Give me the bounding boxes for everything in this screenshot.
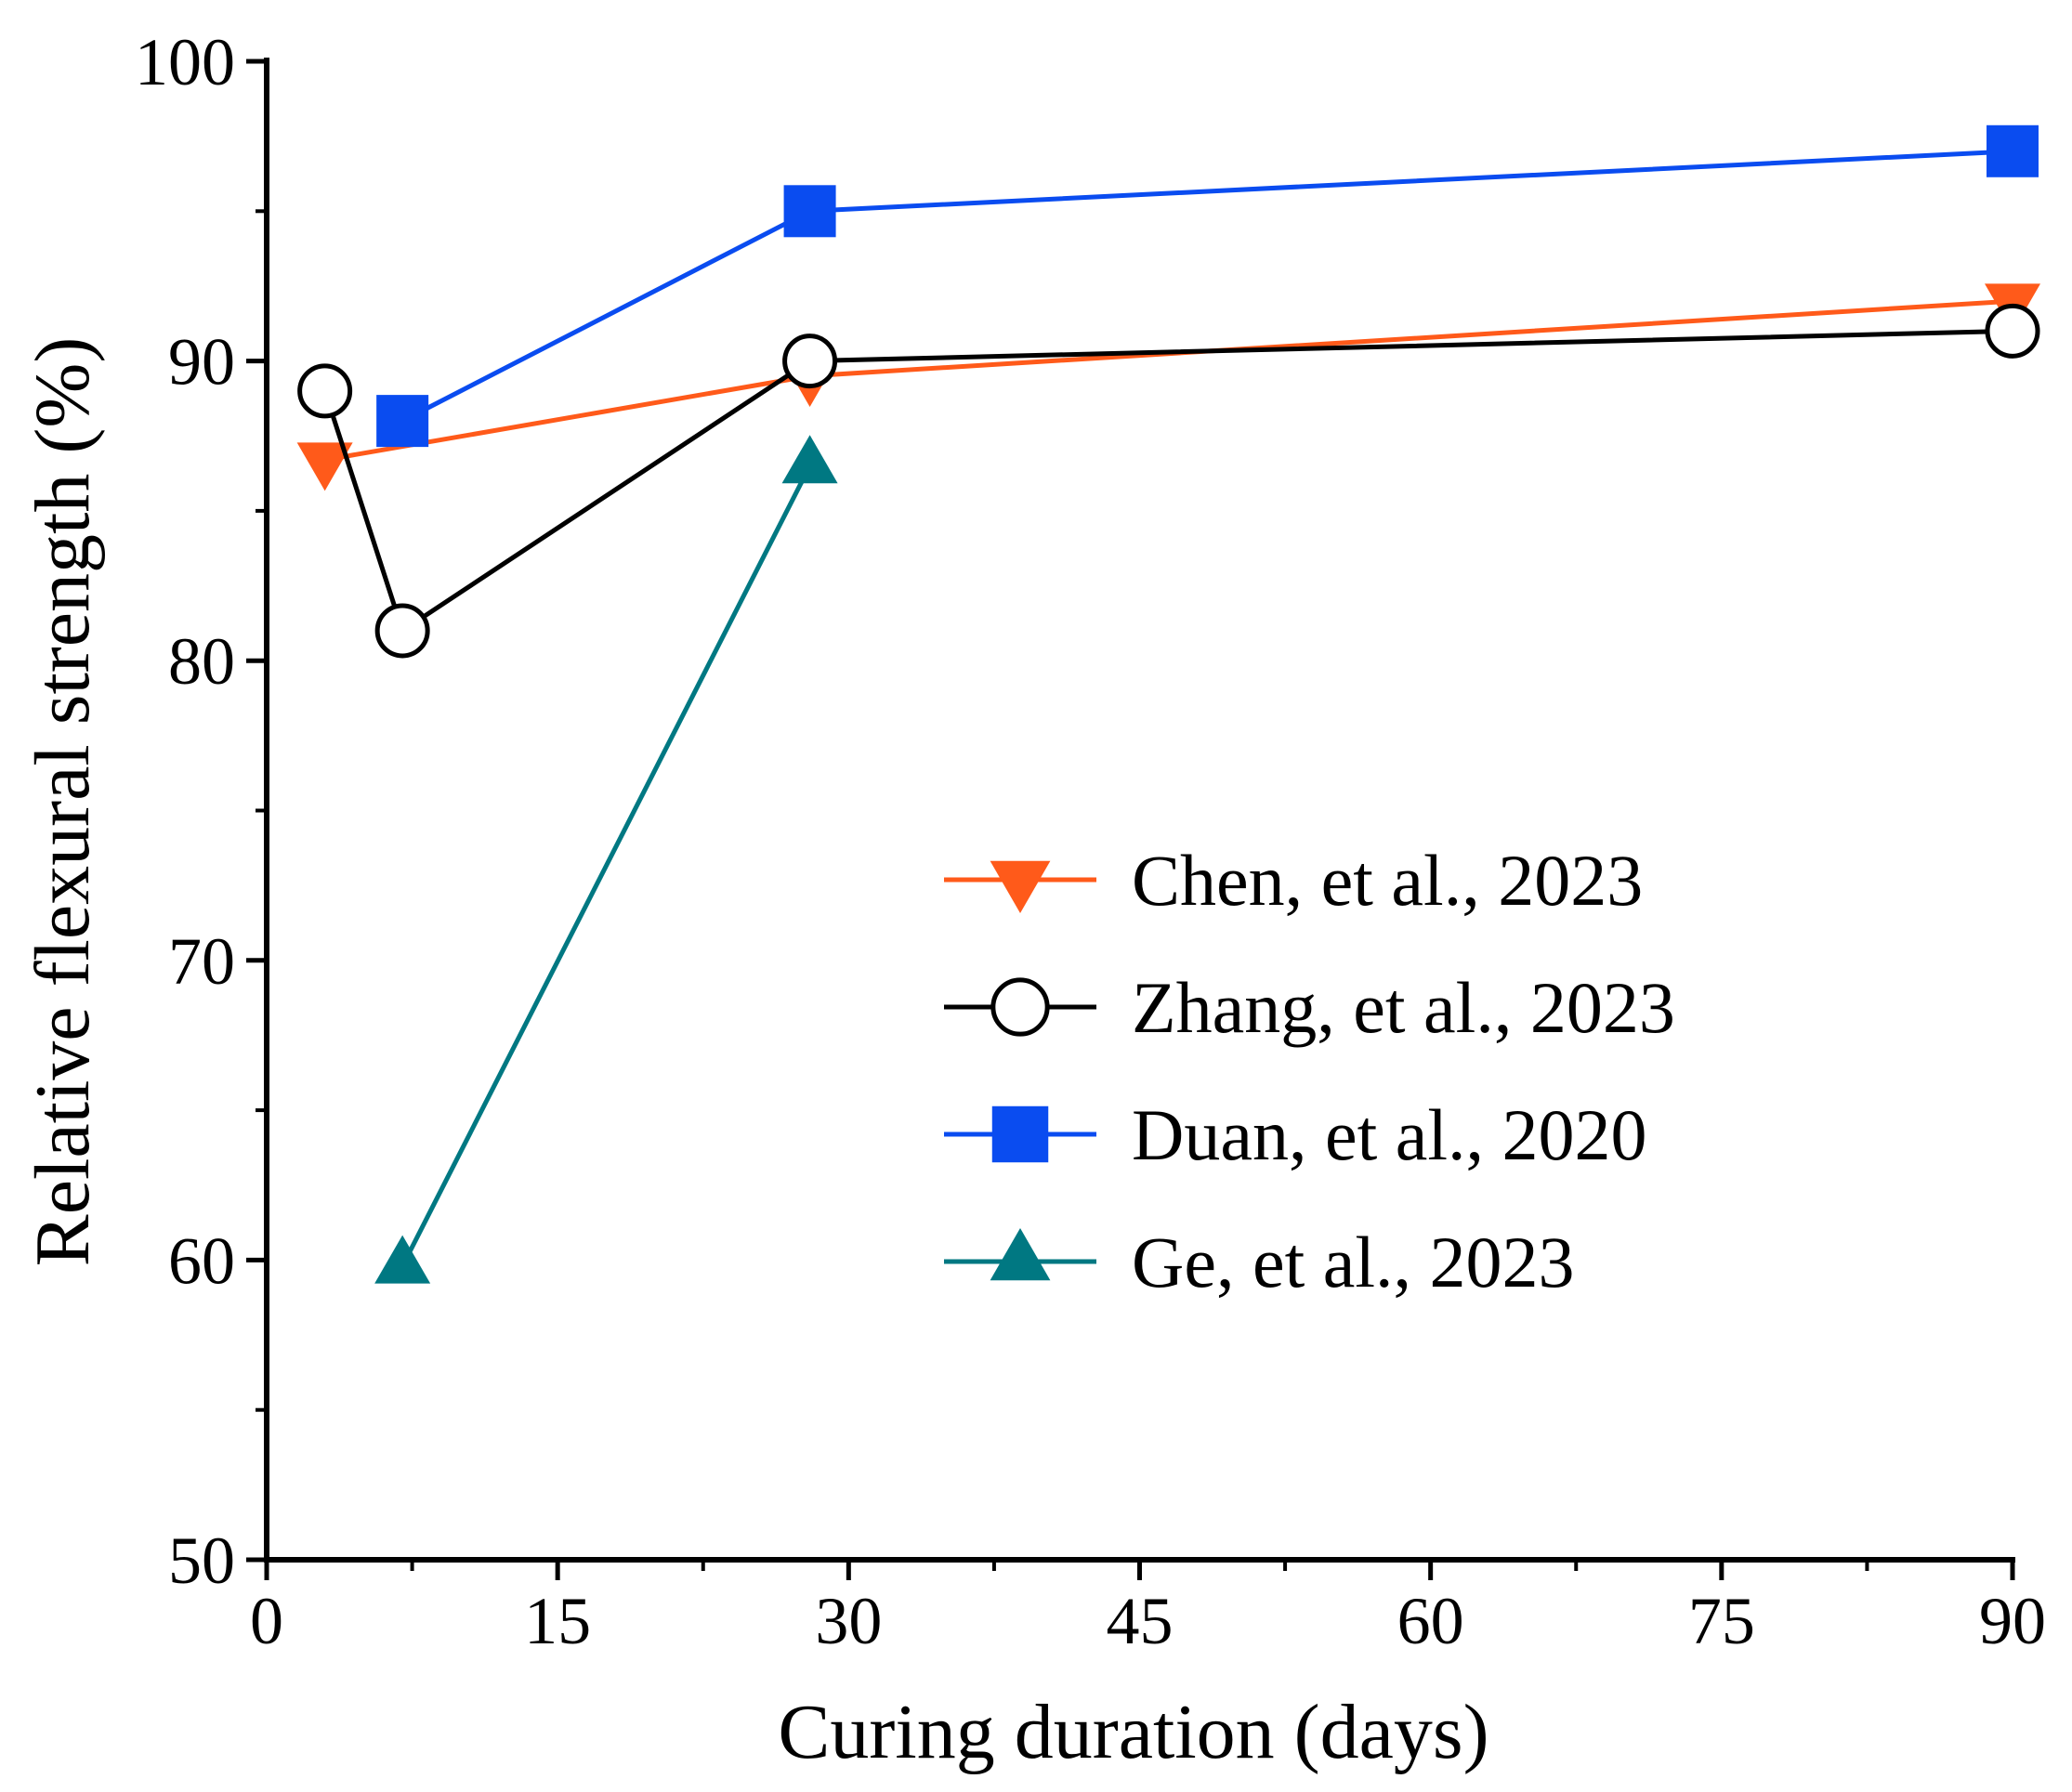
legend-entry: Chen, et al., 2023 [944, 840, 1643, 921]
x-tick-label: 30 [815, 1584, 882, 1658]
data-point [783, 185, 836, 238]
data-point [1987, 124, 2039, 177]
x-axis-title: Curing duration (days) [778, 1689, 1488, 1775]
series-line [322, 328, 2013, 634]
legend-label: Ge, et al., 2023 [1132, 1222, 1575, 1302]
data-point [1985, 303, 2040, 359]
series-line [400, 464, 812, 1267]
legend-entry: Duan, et al., 2020 [944, 1094, 1647, 1175]
legend: Chen, et al., 2023 Zhang, et al., 2023 Dua… [944, 840, 1675, 1302]
series-line [400, 149, 2013, 424]
x-tick-label: 15 [524, 1584, 591, 1658]
y-tick-label: 60 [168, 1223, 235, 1298]
legend-entry: Zhang, et al., 2023 [944, 967, 1675, 1048]
x-tick-label: 90 [1979, 1584, 2046, 1658]
x-tick-label: 45 [1107, 1584, 1174, 1658]
legend-marker [990, 860, 1051, 913]
series-3 [376, 124, 2039, 448]
legend-marker [990, 1228, 1051, 1281]
data-point [376, 395, 429, 448]
series-1 [296, 283, 2040, 491]
legend-label: Duan, et al., 2020 [1132, 1094, 1647, 1175]
data-point [782, 334, 838, 389]
y-tick-label: 80 [168, 624, 235, 699]
axes-layer: 50 60 70 80 90 100 0 15 30 45 60 75 90 [135, 25, 2046, 1658]
plot-layer [296, 124, 2040, 1284]
legend-marker [990, 977, 1050, 1037]
series-4 [374, 435, 838, 1284]
x-tick-label: 75 [1688, 1584, 1755, 1658]
x-tick-label: 60 [1397, 1584, 1464, 1658]
data-point [781, 435, 838, 484]
y-axis-title: Relative flexural strength (%) [20, 337, 106, 1267]
legend-marker [991, 1105, 1049, 1163]
y-tick-label: 50 [168, 1524, 235, 1598]
legend-label: Zhang, et al., 2023 [1132, 967, 1675, 1048]
series-2 [297, 303, 2040, 659]
data-point [296, 442, 353, 491]
y-tick-label: 100 [135, 25, 235, 99]
y-tick-label: 70 [168, 924, 235, 999]
data-point [374, 1235, 431, 1284]
data-point [374, 603, 430, 659]
series-line [324, 298, 2013, 463]
data-point [297, 363, 353, 419]
legend-label: Chen, et al., 2023 [1132, 840, 1643, 921]
x-tick-label: 0 [250, 1584, 283, 1658]
y-tick-label: 90 [168, 325, 235, 399]
legend-entry: Ge, et al., 2023 [944, 1222, 1575, 1302]
